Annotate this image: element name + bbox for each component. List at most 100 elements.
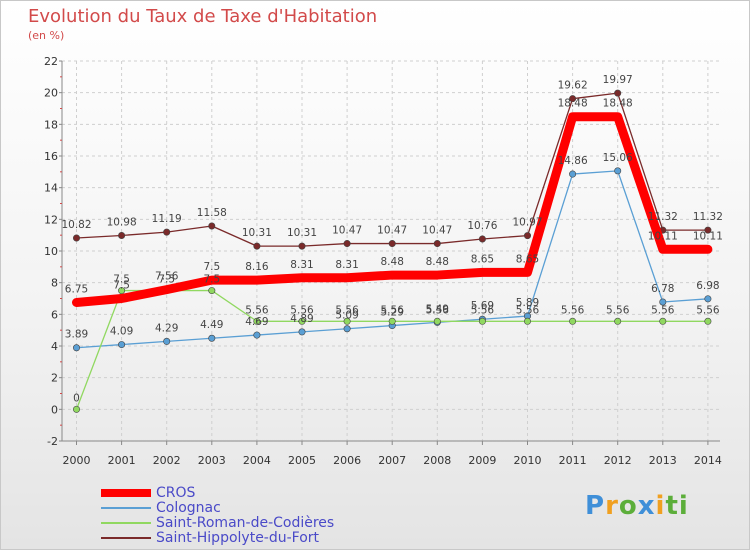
data-label: 8.31 — [335, 259, 358, 271]
data-label: 5.56 — [696, 304, 720, 316]
x-tick-label: 2008 — [423, 454, 451, 467]
y-axis-unit: (en %) — [28, 29, 65, 42]
series-point-2 — [704, 317, 712, 325]
series-point-2 — [388, 317, 396, 325]
data-label: 5.56 — [606, 304, 630, 316]
series-point-3 — [388, 240, 396, 248]
x-tick-label: 2006 — [333, 454, 361, 467]
series-point-2 — [478, 317, 486, 325]
legend-label: Colognac — [156, 499, 221, 516]
data-label: 4.89 — [290, 313, 313, 325]
data-label: 0 — [73, 392, 80, 404]
data-label: 10.97 — [512, 217, 542, 229]
data-label: 4.69 — [245, 316, 268, 328]
data-label: 5.56 — [381, 304, 405, 316]
data-label: 19.97 — [603, 74, 633, 86]
y-tick-label: 6 — [51, 308, 58, 321]
series-point-2 — [569, 317, 577, 325]
data-label: 5.56 — [471, 304, 495, 316]
legend-label: Saint-Hippolyte-du-Fort — [156, 529, 320, 546]
data-label: 11.32 — [648, 211, 678, 223]
series-point-2 — [298, 317, 306, 325]
series-point-3 — [298, 242, 306, 250]
data-label: 5.56 — [561, 304, 585, 316]
series-point-1 — [614, 167, 622, 175]
series-point-2 — [614, 317, 622, 325]
data-label: 3.89 — [65, 329, 88, 341]
legend-label: CROS — [156, 484, 196, 501]
series-point-1 — [208, 334, 216, 342]
series-point-1 — [659, 298, 667, 306]
series-point-1 — [163, 337, 171, 345]
data-label: 7.56 — [155, 271, 179, 283]
data-label: 7.5 — [113, 280, 130, 292]
data-label: 10.11 — [648, 230, 678, 242]
data-label: 11.19 — [152, 213, 182, 225]
y-tick-label: 10 — [44, 245, 58, 258]
series-point-2 — [523, 317, 531, 325]
series-line-0 — [72, 112, 713, 307]
data-label: 7.5 — [113, 274, 130, 286]
series-point-3 — [614, 89, 622, 97]
x-tick-label: 2009 — [468, 454, 496, 467]
legend-item: Saint-Roman-de-Codières — [101, 514, 335, 531]
x-tick-label: 2004 — [243, 454, 271, 467]
data-label: 10.31 — [287, 227, 317, 239]
x-tick-label: 2014 — [694, 454, 722, 467]
series-point-3 — [253, 242, 261, 250]
data-label: 5.49 — [426, 303, 449, 315]
data-label: 19.62 — [558, 80, 588, 92]
data-label: 5.89 — [516, 297, 539, 309]
series-point-1 — [343, 325, 351, 333]
y-tick-label: 20 — [44, 87, 58, 100]
data-label: 5.56 — [290, 304, 314, 316]
legend-swatch — [101, 506, 151, 509]
series-point-2 — [253, 317, 261, 325]
series-point-2 — [433, 317, 441, 325]
data-label: 8.31 — [290, 259, 313, 271]
data-label: 7.5 — [158, 274, 175, 286]
series-point-3 — [73, 234, 81, 242]
legend-label: Saint-Roman-de-Codières — [156, 514, 335, 531]
x-tick-label: 2003 — [198, 454, 226, 467]
series-point-3 — [478, 235, 486, 243]
series-point-3 — [343, 240, 351, 248]
y-tick-label: 22 — [44, 55, 58, 68]
data-label: 8.65 — [516, 253, 539, 265]
data-label: 4.29 — [155, 322, 178, 334]
data-label: 10.31 — [242, 227, 272, 239]
data-label: 4.09 — [110, 326, 133, 338]
series-point-2 — [208, 287, 216, 295]
legend-swatch — [101, 521, 151, 524]
series-point-3 — [523, 232, 531, 240]
series-point-3 — [569, 95, 577, 103]
data-label: 10.98 — [107, 216, 137, 228]
data-label: 5.56 — [426, 304, 450, 316]
x-tick-label: 2013 — [649, 454, 677, 467]
data-label: 5.09 — [335, 310, 358, 322]
data-label: 5.56 — [651, 304, 675, 316]
data-label: 5.56 — [335, 304, 359, 316]
data-label: 10.11 — [693, 230, 723, 242]
data-label: 8.48 — [381, 256, 404, 268]
data-label: 6.78 — [651, 283, 674, 295]
y-tick-label: 4 — [51, 340, 58, 353]
data-label: 6.75 — [65, 283, 88, 295]
data-label: 5.69 — [471, 300, 494, 312]
series-point-2 — [118, 287, 126, 295]
legend-item: Colognac — [101, 499, 334, 516]
legend-swatch — [101, 536, 151, 539]
data-label: 5.56 — [516, 304, 540, 316]
chart-legend: CROS Colognac Saint-Roman-de-Codières Saint… — [101, 484, 335, 546]
y-tick-label: 12 — [44, 213, 58, 226]
series-point-1 — [73, 344, 81, 352]
series-point-3 — [433, 240, 441, 248]
x-tick-label: 2000 — [63, 454, 91, 467]
data-label: 7.5 — [203, 274, 220, 286]
x-tick-label: 2001 — [108, 454, 136, 467]
legend-item: CROS — [101, 484, 334, 501]
data-label: 6.98 — [696, 280, 719, 292]
series-point-2 — [343, 317, 351, 325]
data-label: 10.47 — [332, 225, 362, 237]
data-label: 7.5 — [203, 261, 220, 273]
